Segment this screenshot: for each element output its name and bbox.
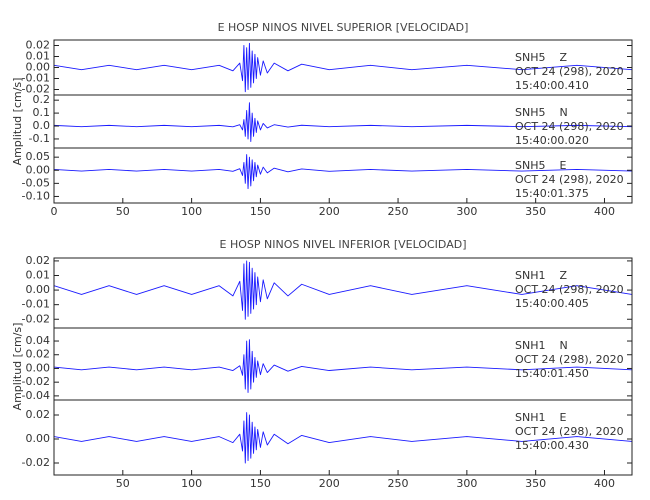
y-tick-label: 0.02: [26, 254, 51, 267]
x-tick-label: 350: [525, 205, 546, 218]
waveform: [54, 339, 632, 393]
y-tick-label: 0.01: [26, 50, 51, 63]
panel-frame: [53, 399, 633, 476]
y-tick-label: 0.1: [33, 106, 51, 119]
x-tick-label: 200: [319, 205, 340, 218]
x-tick-label: 0: [51, 205, 58, 218]
x-tick-label: 100: [181, 205, 202, 218]
x-tick-label: 150: [250, 205, 271, 218]
trace-annotation: SNH1 N: [515, 339, 568, 352]
trace-annotation: SNH1 E: [515, 411, 566, 424]
y-tick-label: 0.00: [26, 432, 51, 445]
chart-title: E HOSP NINOS NIVEL SUPERIOR [VELOCIDAD]: [218, 21, 469, 34]
trace-annotation: OCT 24 (298), 2020: [515, 173, 624, 186]
y-tick-label: 0.02: [26, 408, 51, 421]
y-tick-label: -0.10: [22, 189, 50, 202]
trace-annotation: OCT 24 (298), 2020: [515, 425, 624, 438]
trace-annotation: 15:40:01.375: [515, 187, 589, 200]
y-tick-label: -0.02: [22, 312, 50, 325]
y-tick-label: 0.00: [26, 361, 51, 374]
waveform: [54, 42, 632, 93]
trace-annotation: OCT 24 (298), 2020: [515, 353, 624, 366]
x-tick-label: 50: [116, 205, 130, 218]
waveform: [54, 154, 632, 190]
y-tick-label: -0.05: [22, 176, 50, 189]
x-tick-label: 400: [594, 477, 615, 490]
x-tick-label: 100: [181, 477, 202, 490]
trace-annotation: SNH5 E: [515, 159, 566, 172]
y-tick-label: 0.00: [26, 163, 51, 176]
y-tick-label: 0.02: [26, 39, 51, 52]
y-axis-label: Amplitud [cm/s]: [11, 323, 24, 411]
x-tick-label: 250: [388, 205, 409, 218]
trace-annotation: 15:40:01.450: [515, 367, 589, 380]
waveform: [54, 260, 632, 320]
y-tick-label: -0.1: [29, 132, 50, 145]
chart-title: E HOSP NINOS NIVEL INFERIOR [VELOCIDAD]: [220, 238, 467, 251]
waveform: [54, 102, 632, 142]
x-tick-label: 50: [116, 477, 130, 490]
x-tick-label: 300: [456, 477, 477, 490]
trace-annotation: 15:40:00.410: [515, 79, 589, 92]
y-axis-label: Amplitud [cm/s]: [11, 78, 24, 166]
trace-annotation: OCT 24 (298), 2020: [515, 283, 624, 296]
y-tick-label: 0.2: [33, 93, 51, 106]
y-tick-label: 0.02: [26, 348, 51, 361]
x-tick-label: 250: [388, 477, 409, 490]
trace-annotation: 15:40:00.430: [515, 439, 589, 452]
y-tick-label: 0.01: [26, 269, 51, 282]
y-tick-label: -0.01: [22, 298, 50, 311]
y-tick-label: 0.00: [26, 283, 51, 296]
trace-annotation: 15:40:00.405: [515, 297, 589, 310]
x-tick-label: 150: [250, 477, 271, 490]
y-tick-label: -0.04: [22, 389, 50, 402]
trace-annotation: SNH5 N: [515, 106, 568, 119]
y-tick-label: -0.02: [22, 375, 50, 388]
trace-annotation: SNH1 Z: [515, 269, 567, 282]
y-tick-label: 0.04: [26, 334, 51, 347]
y-tick-label: -0.02: [22, 83, 50, 96]
waveform: [54, 412, 632, 464]
y-tick-label: -0.01: [22, 72, 50, 85]
x-tick-label: 300: [456, 205, 477, 218]
y-tick-label: 0.00: [26, 61, 51, 74]
y-tick-label: 0.05: [26, 150, 51, 163]
trace-annotation: OCT 24 (298), 2020: [515, 120, 624, 133]
trace-annotation: 15:40:00.020: [515, 134, 589, 147]
y-tick-label: 0.0: [33, 119, 51, 132]
x-tick-label: 400: [594, 205, 615, 218]
trace-annotation: OCT 24 (298), 2020: [515, 65, 624, 78]
y-tick-label: -0.02: [22, 456, 50, 469]
x-tick-label: 200: [319, 477, 340, 490]
trace-annotation: SNH5 Z: [515, 51, 567, 64]
panel-frame: [53, 147, 633, 204]
x-tick-label: 350: [525, 477, 546, 490]
